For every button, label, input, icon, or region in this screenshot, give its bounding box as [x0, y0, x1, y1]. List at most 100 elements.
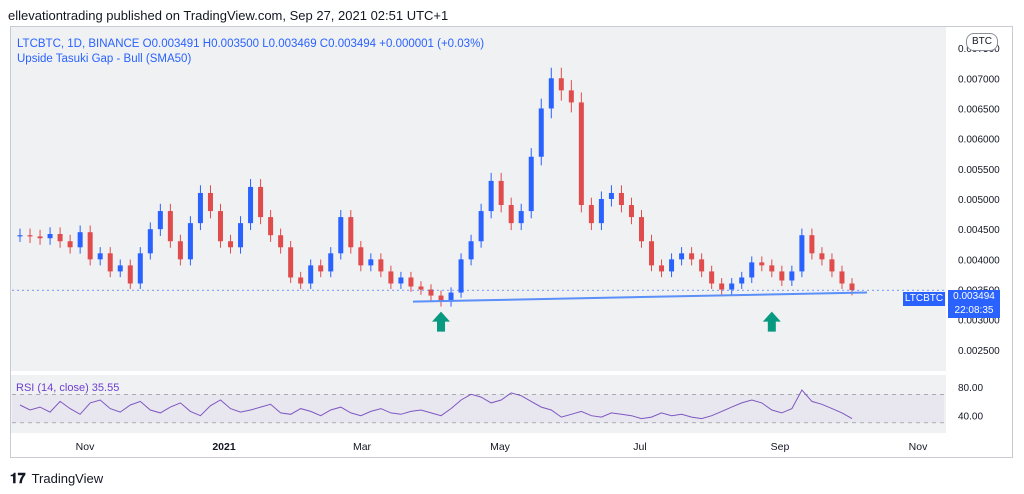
- symbol-ohlc: LTCBTC, 1D, BINANCE O0.003491 H0.003500 …: [17, 38, 485, 50]
- candle-body: [17, 235, 23, 237]
- currency-badge[interactable]: BTC: [966, 33, 998, 51]
- x-tick-label: Jul: [633, 441, 646, 453]
- candle-body: [308, 265, 314, 284]
- candle-body: [468, 241, 474, 260]
- candle-body: [829, 259, 835, 272]
- candle-body: [248, 186, 254, 224]
- candle-body: [127, 265, 133, 284]
- candle-body: [809, 235, 815, 254]
- candle-body: [338, 217, 344, 254]
- candle-body: [97, 253, 103, 260]
- x-tick-label: 2021: [212, 441, 236, 453]
- candle-body: [689, 253, 695, 260]
- x-tick-label: May: [490, 441, 511, 453]
- candle-body: [508, 205, 514, 224]
- y-tick-label: 0.005500: [958, 165, 1000, 176]
- candle-body: [588, 205, 594, 224]
- candle-body: [679, 253, 685, 260]
- rsi-series-line: [19, 389, 853, 420]
- candle-body: [709, 271, 715, 284]
- rsi-tick-label: 80.00: [958, 383, 983, 394]
- candle-body: [27, 235, 33, 237]
- rsi-band-fill: [12, 394, 944, 423]
- footer: 𝟏𝟕 TradingView: [10, 470, 103, 487]
- x-axis: Nov 2021 Mar May Jul Sep Nov: [76, 441, 928, 453]
- candle-body: [147, 229, 153, 254]
- candle-body: [258, 186, 264, 218]
- candle-body: [618, 192, 624, 206]
- price-pane-bg: [11, 27, 946, 371]
- candle-body: [418, 286, 424, 290]
- candle-body: [177, 241, 183, 260]
- last-price-value: 0.003494: [953, 291, 995, 302]
- candle-body: [137, 253, 143, 284]
- candle-body: [739, 277, 745, 284]
- candle-body: [518, 211, 524, 224]
- candle-body: [207, 192, 213, 212]
- candle-body: [528, 156, 534, 212]
- symbol-price-tag: LTCBTC: [903, 292, 945, 306]
- publisher-header: ellevationtrading published on TradingVi…: [8, 8, 449, 23]
- candle-body: [839, 271, 845, 284]
- candle-body: [328, 253, 334, 272]
- footer-brand: TradingView: [31, 471, 104, 486]
- candle-body: [749, 262, 755, 278]
- y-tick-label: 0.004000: [958, 255, 1000, 266]
- y-tick-label: 0.005000: [958, 195, 1000, 206]
- candle-body: [428, 289, 434, 296]
- annotations: [12, 289, 944, 332]
- candle-body: [87, 232, 93, 260]
- candle-body: [638, 217, 644, 242]
- x-tick-label: Nov: [909, 441, 928, 453]
- rsi-label: RSI (14, close) 35.55: [16, 382, 120, 394]
- y-tick-label: 0.006500: [958, 104, 1000, 115]
- y-tick-label: 0.003000: [958, 316, 1000, 327]
- candle-body: [578, 102, 584, 206]
- up-arrow-icon: [432, 311, 451, 332]
- candle-body: [217, 211, 223, 242]
- candle-body: [348, 217, 354, 248]
- candle-body: [388, 271, 394, 284]
- candle-body: [568, 90, 574, 103]
- candle-body: [398, 277, 404, 284]
- candle-body: [47, 234, 53, 239]
- candle-body: [608, 192, 614, 199]
- candle-body: [819, 253, 825, 260]
- chart-frame: [10, 26, 1013, 458]
- candle-body: [849, 283, 855, 291]
- candle-body: [799, 235, 805, 272]
- candle-body: [478, 211, 484, 242]
- tradingview-logo-icon: 𝟏𝟕: [10, 470, 26, 486]
- candle-body: [699, 259, 705, 272]
- candles: [17, 67, 855, 307]
- candle-body: [558, 78, 564, 91]
- candle-body: [278, 235, 284, 248]
- candle-body: [117, 265, 123, 272]
- last-price-tag: 0.003494 22:08:35: [948, 290, 1000, 318]
- rsi-line: 80.00 40.00: [12, 383, 983, 424]
- candle-body: [729, 283, 735, 290]
- candle-body: [659, 265, 665, 272]
- support-trendline: [412, 291, 868, 303]
- candle-body: [197, 192, 203, 224]
- candle-body: [598, 199, 604, 224]
- candle-body: [288, 247, 294, 278]
- candle-body: [358, 247, 364, 266]
- y-tick-label: 0.007000: [958, 74, 1000, 85]
- candle-body: [67, 241, 73, 248]
- candle-body: [238, 223, 244, 248]
- candle-body: [157, 211, 163, 230]
- candle-body: [669, 259, 675, 272]
- last-price-timer: 22:08:35: [954, 305, 994, 316]
- candle-body: [779, 271, 785, 281]
- rsi-tick-label: 40.00: [958, 412, 983, 423]
- candle-body: [228, 241, 234, 248]
- candle-body: [628, 205, 634, 218]
- candle-body: [37, 236, 43, 239]
- chart-legend: LTCBTC, 1D, BINANCE O0.003491 H0.003500 …: [17, 37, 484, 67]
- candle-body: [789, 271, 795, 281]
- y-tick-label: 0.004500: [958, 225, 1000, 236]
- y-tick-label: 0.006000: [958, 135, 1000, 146]
- candle-body: [368, 259, 374, 266]
